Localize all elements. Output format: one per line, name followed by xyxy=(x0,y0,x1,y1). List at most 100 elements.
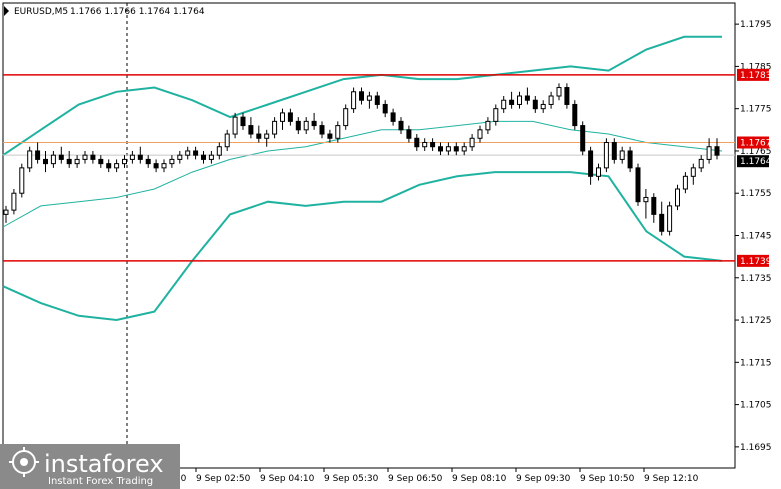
candle xyxy=(682,172,688,194)
candle-body xyxy=(82,154,88,160)
candle xyxy=(224,129,230,151)
candle-body xyxy=(406,129,412,139)
candle-body xyxy=(556,87,562,97)
candle xyxy=(327,129,333,143)
candle xyxy=(627,146,633,173)
candle-body xyxy=(469,137,475,148)
candle xyxy=(477,125,483,143)
candle xyxy=(706,138,712,164)
candle-body xyxy=(509,99,515,105)
candle-body xyxy=(311,120,317,127)
candle-body xyxy=(351,91,357,110)
candle xyxy=(82,150,88,164)
candle xyxy=(272,117,278,139)
candle xyxy=(611,138,617,164)
symbol-label: EURUSD,M5 xyxy=(14,7,68,17)
candle-body xyxy=(27,150,33,169)
candle xyxy=(564,83,570,109)
candle-body xyxy=(98,158,104,165)
candle xyxy=(445,142,451,156)
x-tick-label: 9 Sep 05:30 xyxy=(324,474,379,484)
candle xyxy=(106,159,112,173)
candle xyxy=(240,112,246,130)
candle xyxy=(438,142,443,156)
candle xyxy=(35,142,41,164)
candle xyxy=(122,155,127,168)
level-price-tag xyxy=(737,254,769,267)
y-tick-label: 1.1755 xyxy=(740,189,772,199)
candle xyxy=(287,108,293,126)
candle xyxy=(208,150,214,164)
candle-body xyxy=(374,95,380,105)
candle xyxy=(27,146,33,173)
brand-name: instaforex xyxy=(44,450,164,478)
candle xyxy=(43,150,48,173)
candle xyxy=(248,117,254,139)
candle-body xyxy=(477,129,483,139)
candle-body xyxy=(19,167,25,194)
candle xyxy=(74,155,80,168)
candle xyxy=(588,146,594,185)
candle-body xyxy=(390,112,396,122)
candle-body xyxy=(501,99,507,110)
candle xyxy=(201,150,206,164)
y-tick-label: 1.1695 xyxy=(740,443,772,453)
candle xyxy=(556,83,562,101)
candle xyxy=(382,100,388,118)
candle-body xyxy=(414,137,420,148)
candle xyxy=(90,150,96,164)
candle xyxy=(50,150,56,168)
candle xyxy=(517,91,522,109)
candle-body xyxy=(185,150,191,156)
candle-body xyxy=(682,175,688,190)
candle-body xyxy=(675,188,680,207)
bollinger-middle-band xyxy=(2,120,723,228)
level-price-tag-label: 1.1739 xyxy=(740,257,772,267)
candle-body xyxy=(50,154,56,165)
candle xyxy=(524,87,530,105)
candle xyxy=(114,159,120,173)
candle xyxy=(461,142,467,156)
candle xyxy=(280,108,285,130)
candle xyxy=(343,104,349,130)
candle xyxy=(169,155,175,168)
candle xyxy=(295,117,301,135)
candle-body xyxy=(532,99,538,110)
candle-body xyxy=(264,133,270,139)
candle xyxy=(185,146,191,160)
candle-body xyxy=(66,158,72,165)
candle-body xyxy=(359,91,364,101)
candle-body xyxy=(572,103,578,127)
candle xyxy=(698,155,704,173)
level-price-tag-label: 1.1783 xyxy=(740,71,772,81)
x-tick-label: 9 Sep 04:10 xyxy=(260,474,315,484)
candle-body xyxy=(659,213,665,232)
y-tick-label: 1.1705 xyxy=(740,401,772,411)
candle xyxy=(264,129,270,147)
candle-body xyxy=(177,154,183,160)
candle xyxy=(256,125,262,143)
y-tick-label: 1.1775 xyxy=(740,105,772,115)
candle xyxy=(232,112,238,139)
candle xyxy=(540,100,546,113)
candle xyxy=(596,163,601,181)
candle xyxy=(532,96,538,113)
bollinger-bands xyxy=(2,35,723,322)
candle xyxy=(603,138,609,173)
current-price-tag-label: 1.1764 xyxy=(740,157,772,167)
y-tick-label: 1.1735 xyxy=(740,274,772,284)
watermark: instaforex Instant Forex Trading xyxy=(0,444,180,489)
candle-body xyxy=(287,112,293,122)
candle xyxy=(98,155,104,168)
candle-body xyxy=(169,158,175,165)
ohlc-values: 1.1766 1.1766 1.1764 1.1764 xyxy=(70,7,205,17)
watermark-background xyxy=(0,444,180,489)
candle-body xyxy=(398,120,404,131)
candle xyxy=(303,117,309,135)
x-tick-label: 9 Sep 10:50 xyxy=(580,474,635,484)
candle xyxy=(58,146,64,164)
candle xyxy=(501,96,507,113)
candle-body xyxy=(611,142,617,160)
candle xyxy=(366,91,372,109)
